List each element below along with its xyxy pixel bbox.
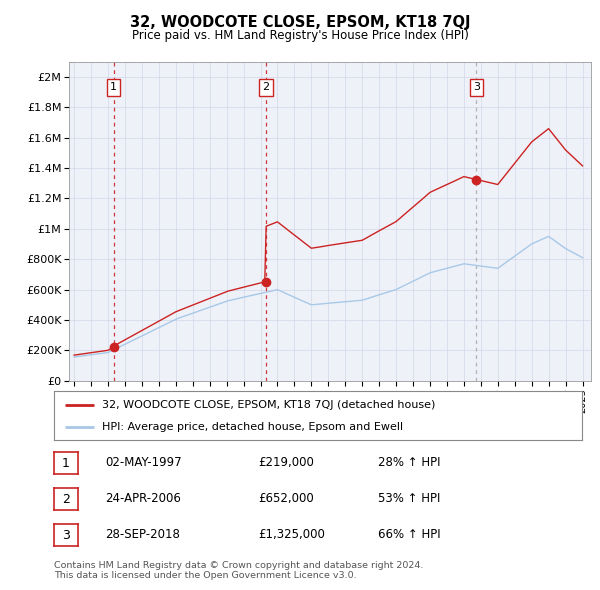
Text: 3: 3 [473, 83, 480, 93]
Text: Contains HM Land Registry data © Crown copyright and database right 2024.
This d: Contains HM Land Registry data © Crown c… [54, 560, 424, 580]
Text: 24-APR-2006: 24-APR-2006 [105, 492, 181, 505]
Text: 32, WOODCOTE CLOSE, EPSOM, KT18 7QJ: 32, WOODCOTE CLOSE, EPSOM, KT18 7QJ [130, 15, 470, 30]
Text: 32, WOODCOTE CLOSE, EPSOM, KT18 7QJ (detached house): 32, WOODCOTE CLOSE, EPSOM, KT18 7QJ (det… [101, 399, 435, 409]
Text: £1,325,000: £1,325,000 [258, 528, 325, 541]
Text: HPI: Average price, detached house, Epsom and Ewell: HPI: Average price, detached house, Epso… [101, 422, 403, 432]
Text: 28-SEP-2018: 28-SEP-2018 [105, 528, 180, 541]
Text: £652,000: £652,000 [258, 492, 314, 505]
Text: Price paid vs. HM Land Registry's House Price Index (HPI): Price paid vs. HM Land Registry's House … [131, 30, 469, 42]
Text: 02-MAY-1997: 02-MAY-1997 [105, 456, 182, 469]
Text: 2: 2 [62, 493, 70, 506]
Text: £219,000: £219,000 [258, 456, 314, 469]
Text: 53% ↑ HPI: 53% ↑ HPI [378, 492, 440, 505]
Text: 66% ↑ HPI: 66% ↑ HPI [378, 528, 440, 541]
Text: 1: 1 [110, 83, 117, 93]
Text: 28% ↑ HPI: 28% ↑ HPI [378, 456, 440, 469]
Text: 2: 2 [262, 83, 269, 93]
Text: 1: 1 [62, 457, 70, 470]
Text: 3: 3 [62, 529, 70, 542]
